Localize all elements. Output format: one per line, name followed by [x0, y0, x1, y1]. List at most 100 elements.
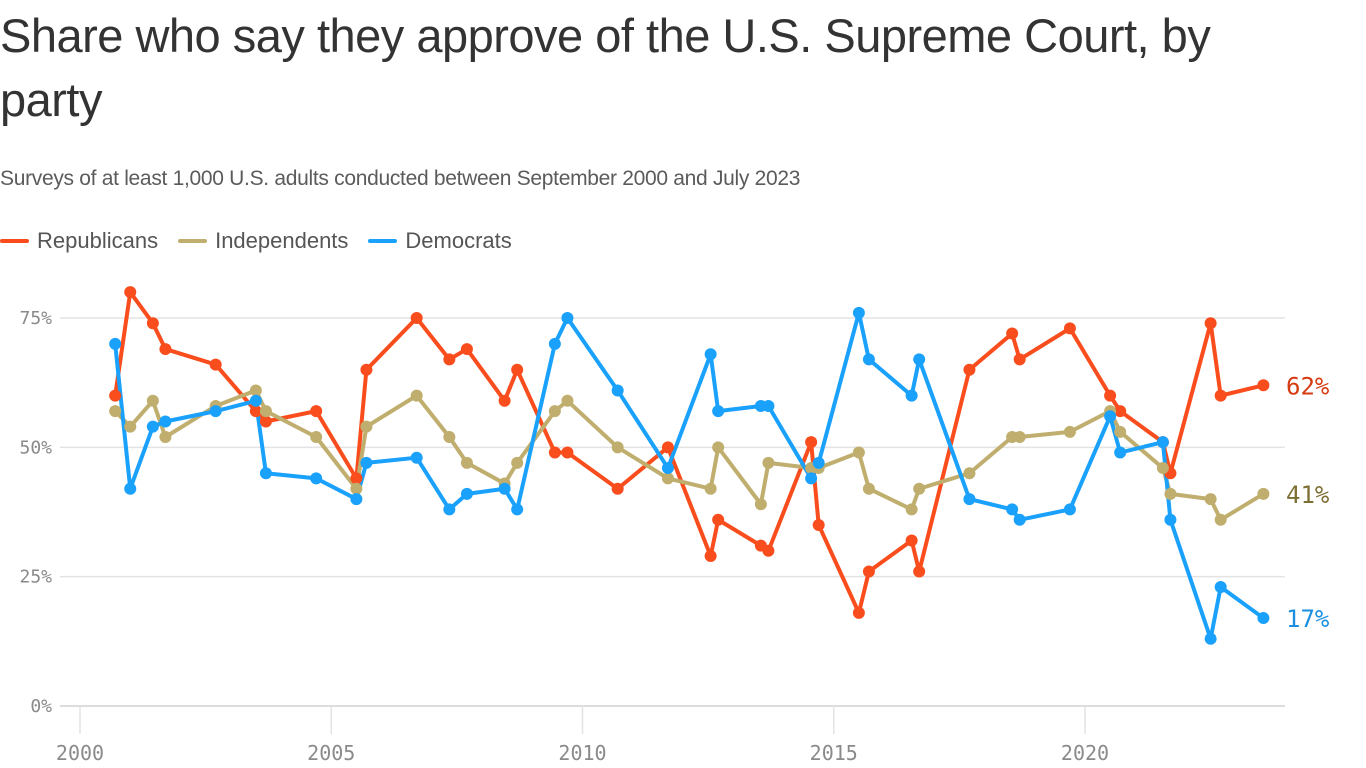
data-point-independents[interactable]: [1063, 425, 1076, 438]
data-point-republicans[interactable]: [443, 353, 456, 366]
data-point-independents[interactable]: [905, 503, 918, 516]
data-point-republicans[interactable]: [762, 544, 775, 557]
data-point-republicans[interactable]: [1063, 322, 1076, 335]
data-point-democrats[interactable]: [146, 420, 159, 433]
data-point-republicans[interactable]: [1114, 405, 1127, 418]
data-point-independents[interactable]: [704, 482, 717, 495]
data-point-independents[interactable]: [1204, 493, 1217, 506]
data-point-republicans[interactable]: [460, 343, 473, 356]
data-point-independents[interactable]: [712, 441, 725, 454]
data-point-republicans[interactable]: [350, 472, 363, 485]
data-point-democrats[interactable]: [159, 415, 172, 428]
data-point-democrats[interactable]: [360, 456, 373, 469]
data-point-independents[interactable]: [1156, 462, 1169, 475]
data-point-democrats[interactable]: [460, 487, 473, 500]
data-point-independents[interactable]: [310, 431, 323, 444]
data-point-democrats[interactable]: [805, 472, 818, 485]
data-point-independents[interactable]: [762, 456, 775, 469]
data-point-democrats[interactable]: [1013, 513, 1026, 526]
data-point-democrats[interactable]: [1063, 503, 1076, 516]
data-point-republicans[interactable]: [360, 363, 373, 376]
data-point-democrats[interactable]: [905, 389, 918, 402]
data-point-republicans[interactable]: [124, 286, 137, 299]
data-point-independents[interactable]: [350, 482, 363, 495]
data-point-democrats[interactable]: [410, 451, 423, 464]
data-point-republicans[interactable]: [712, 513, 725, 526]
data-point-republicans[interactable]: [812, 518, 825, 531]
data-point-republicans[interactable]: [1006, 327, 1019, 340]
data-point-democrats[interactable]: [611, 384, 624, 397]
data-point-democrats[interactable]: [1156, 436, 1169, 449]
data-point-independents[interactable]: [852, 446, 865, 459]
data-point-republicans[interactable]: [805, 436, 818, 449]
data-point-democrats[interactable]: [548, 337, 561, 350]
data-point-independents[interactable]: [146, 394, 159, 407]
data-point-republicans[interactable]: [146, 317, 159, 330]
data-point-democrats[interactable]: [661, 462, 674, 475]
data-point-democrats[interactable]: [704, 348, 717, 361]
data-point-democrats[interactable]: [812, 456, 825, 469]
data-point-republicans[interactable]: [862, 565, 875, 578]
data-point-democrats[interactable]: [511, 503, 524, 516]
data-point-republicans[interactable]: [1104, 389, 1117, 402]
data-point-democrats[interactable]: [443, 503, 456, 516]
data-point-republicans[interactable]: [561, 446, 574, 459]
data-point-independents[interactable]: [259, 405, 272, 418]
data-point-republicans[interactable]: [548, 446, 561, 459]
data-point-democrats[interactable]: [862, 353, 875, 366]
data-point-democrats[interactable]: [1006, 503, 1019, 516]
data-point-democrats[interactable]: [310, 472, 323, 485]
data-point-independents[interactable]: [1114, 425, 1127, 438]
data-point-independents[interactable]: [862, 482, 875, 495]
data-point-republicans[interactable]: [1257, 379, 1270, 392]
data-point-democrats[interactable]: [124, 482, 137, 495]
data-point-democrats[interactable]: [249, 394, 262, 407]
data-point-independents[interactable]: [1164, 487, 1177, 500]
data-point-independents[interactable]: [661, 472, 674, 485]
data-point-republicans[interactable]: [498, 394, 511, 407]
data-point-independents[interactable]: [109, 405, 122, 418]
data-point-democrats[interactable]: [762, 399, 775, 412]
data-point-democrats[interactable]: [913, 353, 926, 366]
data-point-democrats[interactable]: [209, 405, 222, 418]
data-point-republicans[interactable]: [905, 534, 918, 547]
data-point-democrats[interactable]: [712, 405, 725, 418]
data-point-republicans[interactable]: [611, 482, 624, 495]
data-point-republicans[interactable]: [511, 363, 524, 376]
data-point-independents[interactable]: [360, 420, 373, 433]
data-point-republicans[interactable]: [1013, 353, 1026, 366]
data-point-independents[interactable]: [124, 420, 137, 433]
data-point-independents[interactable]: [410, 389, 423, 402]
data-point-democrats[interactable]: [1164, 513, 1177, 526]
data-point-republicans[interactable]: [410, 312, 423, 325]
data-point-republicans[interactable]: [310, 405, 323, 418]
data-point-republicans[interactable]: [661, 441, 674, 454]
data-point-democrats[interactable]: [1114, 446, 1127, 459]
data-point-republicans[interactable]: [1204, 317, 1217, 330]
data-point-republicans[interactable]: [963, 363, 976, 376]
data-point-independents[interactable]: [1214, 513, 1227, 526]
data-point-democrats[interactable]: [350, 493, 363, 506]
data-point-democrats[interactable]: [1257, 612, 1270, 625]
data-point-independents[interactable]: [611, 441, 624, 454]
data-point-independents[interactable]: [548, 405, 561, 418]
data-point-republicans[interactable]: [913, 565, 926, 578]
data-point-democrats[interactable]: [259, 467, 272, 480]
data-point-republicans[interactable]: [209, 358, 222, 371]
data-point-independents[interactable]: [511, 456, 524, 469]
data-point-independents[interactable]: [913, 482, 926, 495]
data-point-independents[interactable]: [460, 456, 473, 469]
data-point-independents[interactable]: [1257, 487, 1270, 500]
data-point-independents[interactable]: [249, 384, 262, 397]
data-point-republicans[interactable]: [259, 415, 272, 428]
data-point-independents[interactable]: [159, 431, 172, 444]
data-point-democrats[interactable]: [852, 306, 865, 319]
data-point-independents[interactable]: [561, 394, 574, 407]
data-point-democrats[interactable]: [1204, 632, 1217, 645]
data-point-republicans[interactable]: [249, 405, 262, 418]
data-point-democrats[interactable]: [963, 493, 976, 506]
data-point-democrats[interactable]: [561, 312, 574, 325]
data-point-republicans[interactable]: [159, 343, 172, 356]
data-point-republicans[interactable]: [1214, 389, 1227, 402]
data-point-democrats[interactable]: [109, 337, 122, 350]
